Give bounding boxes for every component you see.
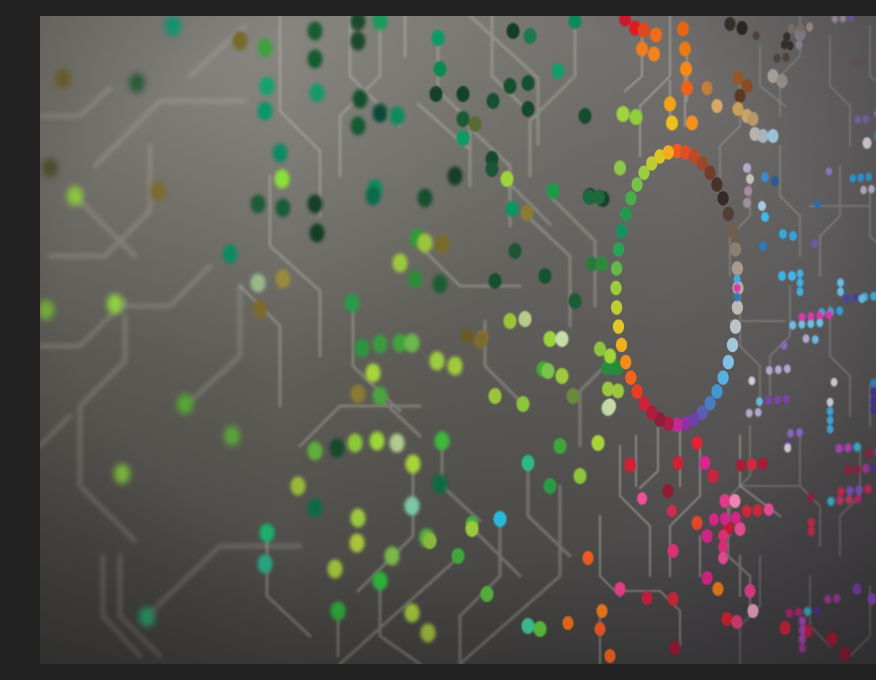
- circuit-dot-artwork-photo: [40, 16, 876, 664]
- vignette-overlay: [40, 16, 876, 664]
- artwork-canvas: [40, 16, 876, 664]
